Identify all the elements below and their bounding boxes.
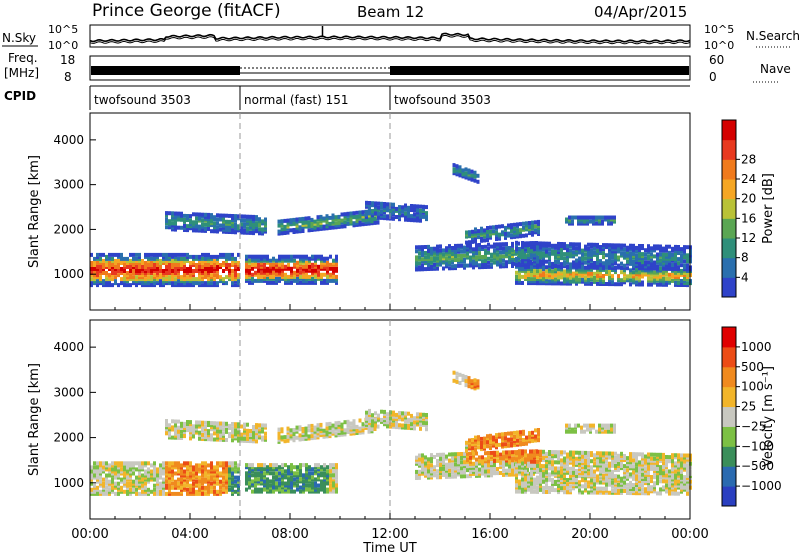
x-tick-label: 00:00 (71, 527, 108, 542)
colorbar-tick-label: 4 (741, 270, 749, 284)
power-colorbar-swatch (722, 257, 736, 278)
velocity-colorbar-swatch (722, 446, 736, 467)
y-tick-label: 3000 (53, 178, 84, 192)
y-tick-label: 4000 (53, 133, 84, 147)
velocity-colorbar-frame (721, 326, 737, 507)
colorbar-tick-label: 1000 (741, 340, 772, 354)
colorbar-tick-label: 500 (741, 360, 764, 374)
noise-tick-high-right: 10^5 (704, 23, 734, 36)
x-tick-label: 00:00 (671, 527, 708, 542)
noise-panel-frame (89, 24, 691, 48)
x-tick-label: 08:00 (271, 527, 308, 542)
noise-tick-low: 10^0 (48, 39, 78, 52)
velocity-colorbar-swatch (722, 466, 736, 487)
nsearch-label: N.Search (746, 29, 800, 43)
nsky-label: N.Sky (2, 31, 36, 45)
freq-panel-frame (89, 55, 691, 81)
x-tick-label: 12:00 (371, 527, 408, 542)
power-colorbar-swatch (722, 179, 736, 200)
nave-tick-low: 0 (709, 70, 717, 84)
y-tick-label: 4000 (53, 340, 84, 354)
x-tick-label: 04:00 (171, 527, 208, 542)
freq-band-2 (390, 66, 689, 75)
velocity-colorbar-swatch (722, 366, 736, 388)
colorbar-tick-label: 24 (741, 172, 756, 186)
y-tick-label: 2000 (53, 431, 84, 445)
plot-title: Prince George (fitACF) (92, 1, 281, 21)
colorbar-tick-label: 16 (741, 211, 756, 225)
velocity-colorbar-swatch (722, 406, 736, 427)
colorbar-tick-label: −500 (741, 459, 774, 473)
y-tick-label: 1000 (53, 476, 84, 490)
x-tick-label: 16:00 (471, 527, 508, 542)
x-axis-label: Time UT (362, 541, 416, 554)
velocity-heatmap-cells (90, 370, 692, 496)
colorbar-tick-label: −100 (741, 439, 774, 453)
nave-label: Nave (760, 62, 791, 76)
y-tick-label: 3000 (53, 385, 84, 399)
freq-tick-high: 18 (60, 53, 75, 67)
freq-unit: [MHz] (4, 66, 39, 80)
colorbar-tick-label: 12 (741, 231, 756, 245)
power-colorbar-swatch (722, 159, 736, 180)
cpid-segment-label: normal (fast) 151 (244, 93, 348, 107)
power-heatmap-cells (90, 163, 692, 288)
power-colorbar-swatch (722, 277, 736, 298)
power-colorbar-swatch (722, 218, 736, 239)
colorbar-tick-label: 8 (741, 251, 749, 265)
nave-tick-high: 60 (709, 53, 724, 67)
power-colorbar-label: Power [dB] (761, 173, 776, 244)
nsearch-trace (89, 34, 691, 45)
beam-label: Beam 12 (357, 3, 424, 21)
velocity-colorbar-swatch (722, 327, 736, 348)
cpid-segment-label: twofsound 3503 (394, 93, 491, 107)
freq-band-1 (91, 66, 240, 75)
noise-tick-low-right: 10^0 (704, 39, 734, 52)
nsky-trace (89, 32, 691, 43)
y-tick-label: 2000 (53, 222, 84, 236)
colorbar-tick-label: 28 (741, 152, 756, 166)
power-colorbar-swatch (722, 238, 736, 259)
freq-label: Freq. (8, 51, 38, 65)
colorbar-tick-label: 20 (741, 192, 756, 206)
cpid-segment-label: twofsound 3503 (94, 93, 191, 107)
colorbar-tick-label: −1000 (741, 479, 782, 493)
cpid-label: CPID (4, 89, 36, 103)
colorbar-tick-label: 25 (741, 400, 756, 414)
colorbar-tick-label: −25 (741, 419, 766, 433)
velocity-colorbar-swatch (722, 426, 736, 447)
colorbar-tick-label: 100 (741, 380, 764, 394)
power-colorbar-swatch (722, 120, 736, 141)
noise-tick-high: 10^5 (48, 23, 78, 36)
power-colorbar-frame (721, 119, 737, 298)
velocity-colorbar-swatch (722, 486, 736, 507)
y-axis-label: Slant Range [km] (27, 363, 42, 476)
y-tick-label: 1000 (53, 267, 84, 281)
power-colorbar-swatch (722, 198, 736, 219)
freq-tick-low: 8 (64, 70, 72, 84)
x-tick-label: 20:00 (571, 527, 608, 542)
velocity-colorbar-label: Velocity [m s⁻¹] (761, 366, 776, 467)
velocity-colorbar-swatch (722, 346, 736, 368)
power-colorbar-swatch (722, 139, 736, 160)
date-label: 04/Apr/2015 (594, 3, 687, 21)
y-axis-label: Slant Range [km] (27, 155, 42, 268)
velocity-colorbar-swatch (722, 386, 736, 408)
